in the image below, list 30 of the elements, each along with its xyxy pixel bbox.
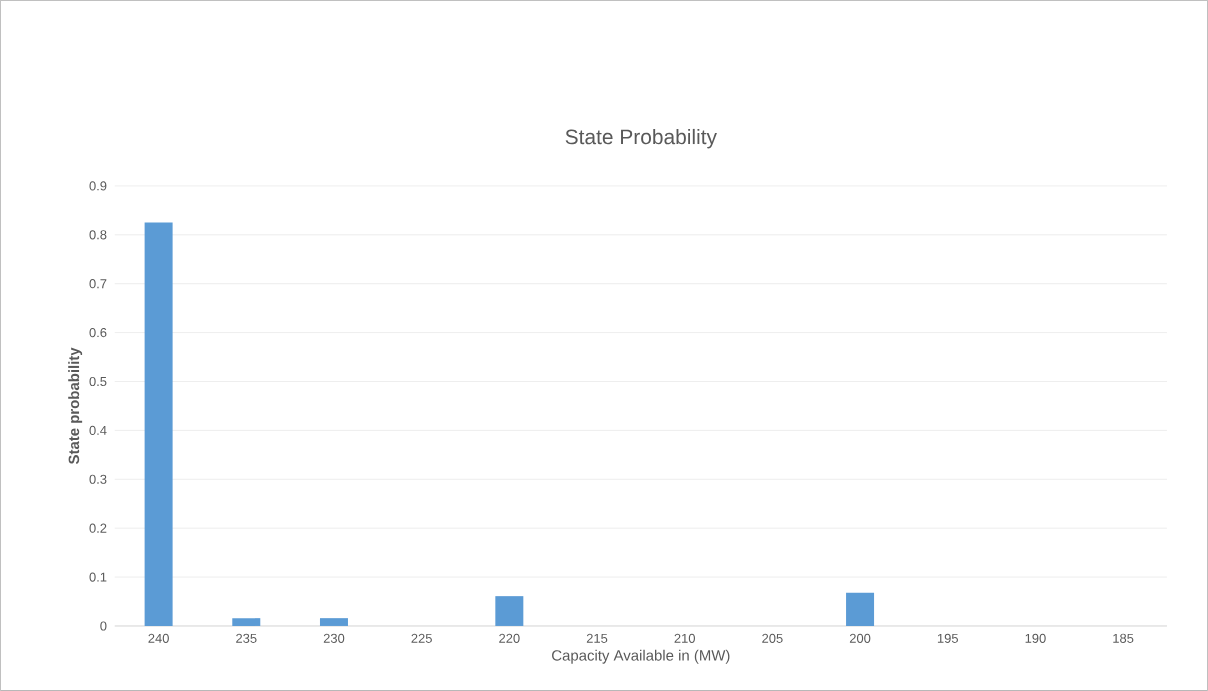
bar xyxy=(846,592,875,627)
y-tick-label: 0.3 xyxy=(89,474,107,484)
x-tick-label: 185 xyxy=(1113,633,1134,643)
bar xyxy=(495,596,524,627)
x-tick-label: 195 xyxy=(937,633,958,643)
bar xyxy=(232,618,261,627)
bar xyxy=(319,618,348,627)
y-tick-label: 0.5 xyxy=(89,376,107,387)
y-tick-label: 0.9 xyxy=(89,181,107,191)
x-tick-label: 215 xyxy=(586,633,608,643)
y-tick-label: 0.8 xyxy=(89,230,107,240)
bar xyxy=(144,222,173,627)
y-tick-label: 0.7 xyxy=(89,279,107,289)
x-tick-label: 220 xyxy=(499,633,520,643)
x-tick-label: 235 xyxy=(236,633,257,643)
y-tick-label: 0.4 xyxy=(89,425,107,436)
x-tick-label: 200 xyxy=(849,633,871,643)
y-axis-title: State probability xyxy=(68,347,83,465)
x-tick-label: 205 xyxy=(762,633,783,643)
y-tick-label: 0 xyxy=(100,621,107,631)
chart-title: State Probability xyxy=(565,128,717,149)
x-tick-label: 240 xyxy=(148,633,169,643)
x-tick-label: 190 xyxy=(1025,633,1046,643)
x-tick-label: 210 xyxy=(674,633,695,643)
x-tick-label: 225 xyxy=(411,633,432,643)
y-tick-label: 0.1 xyxy=(89,572,107,582)
x-axis-title: Capacity Available in (MW) xyxy=(552,649,730,664)
x-tick-label: 230 xyxy=(323,633,345,643)
y-tick-label: 0.6 xyxy=(89,328,107,338)
y-tick-label: 0.2 xyxy=(89,523,107,533)
